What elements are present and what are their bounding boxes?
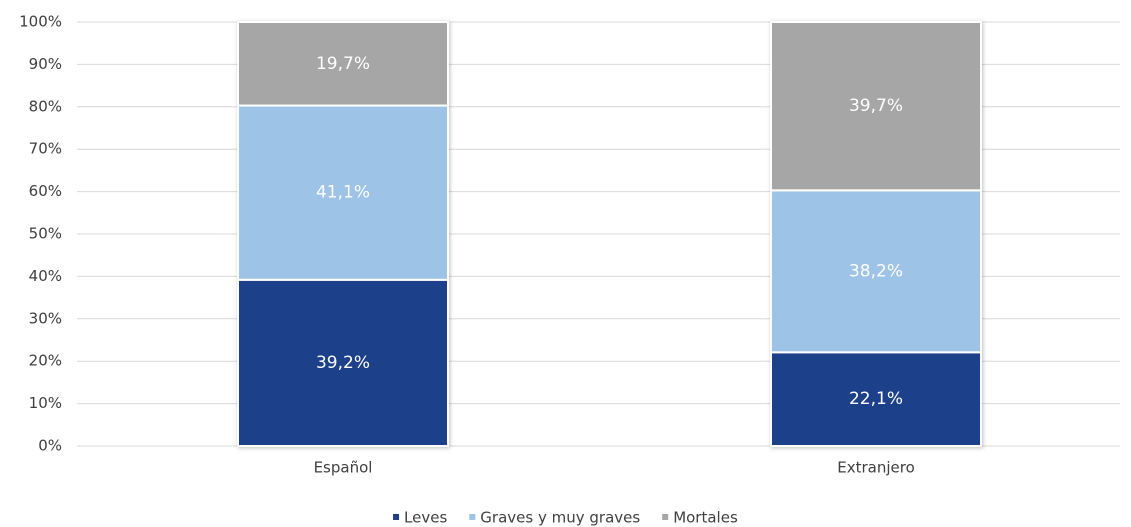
y-tick-label: 0% — [38, 437, 62, 455]
legend-swatch — [662, 514, 669, 520]
y-tick-label: 100% — [19, 13, 62, 31]
value-label: 19,7% — [316, 54, 370, 74]
y-tick-label: 30% — [29, 309, 62, 327]
value-label: 38,2% — [849, 261, 903, 281]
y-tick-label: 10% — [29, 394, 62, 412]
value-label: 39,2% — [316, 353, 370, 373]
bar-segment — [770, 351, 982, 447]
y-tick-label: 20% — [29, 352, 62, 370]
legend: Leves Graves y muy graves Mortales — [393, 509, 738, 527]
bar-segment — [237, 104, 449, 281]
legend-label: Graves y muy graves — [480, 509, 640, 527]
value-label: 22,1% — [849, 389, 903, 409]
bar-segment — [770, 189, 982, 354]
y-tick-label: 70% — [29, 140, 62, 158]
y-tick-label: 40% — [29, 267, 62, 285]
y-tick-label: 60% — [29, 182, 62, 200]
value-label: 39,7% — [849, 96, 903, 116]
legend-swatch — [469, 514, 476, 520]
bar-segment — [770, 21, 982, 192]
x-tick-label: Extranjero — [837, 459, 915, 477]
legend-label: Leves — [404, 509, 447, 527]
bar-stack — [237, 21, 449, 447]
legend-swatch — [393, 514, 400, 520]
value-label: 41,1% — [316, 183, 370, 203]
bar-segment — [237, 278, 449, 447]
y-tick-label: 80% — [29, 97, 62, 115]
y-tick-label: 50% — [29, 225, 62, 243]
y-tick-label: 90% — [29, 55, 62, 73]
legend-label: Mortales — [673, 509, 738, 527]
bar-segment — [237, 21, 449, 107]
bar-stack — [770, 21, 982, 447]
x-tick-label: Español — [314, 459, 373, 477]
